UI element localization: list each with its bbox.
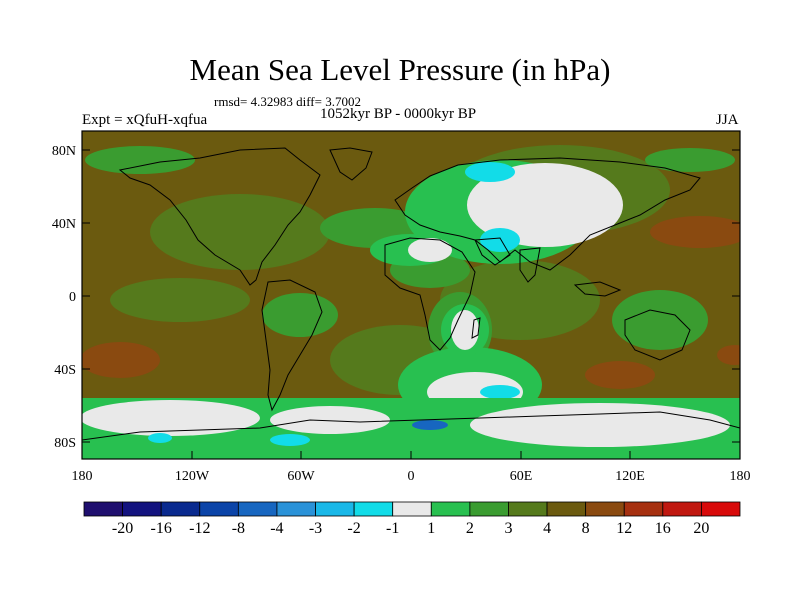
colorbar-label: 2 xyxy=(465,520,474,537)
field-green-arctic-e xyxy=(645,148,735,172)
experiment-label: Expt = xQfuH-xqfua xyxy=(82,112,208,128)
field-cyan-antarctic-1 xyxy=(270,434,310,446)
lat-tick-label: 40S xyxy=(54,363,76,378)
field-brown-sindian xyxy=(585,361,655,389)
lon-tick-label: 120W xyxy=(175,469,210,484)
field-cyan-siberia xyxy=(465,162,515,182)
lon-tick-label: 120E xyxy=(615,469,645,484)
colorbar-box xyxy=(701,501,741,517)
coast-australia xyxy=(624,309,691,361)
colorbar-label: -3 xyxy=(308,520,323,537)
field-brown-spac-w xyxy=(82,342,160,378)
coast-india xyxy=(519,247,541,283)
coast-south-america xyxy=(261,279,323,412)
lat-tick-label: 80S xyxy=(54,436,76,451)
colorbar-box xyxy=(585,501,625,517)
axis-ticks xyxy=(81,149,741,459)
colorbar-label: -1 xyxy=(386,520,400,537)
field-white-asia xyxy=(467,163,623,247)
field-olive-npac xyxy=(150,194,330,270)
stats-text: rmsd= 4.32983 diff= 3.7002 xyxy=(214,94,361,109)
period-text: 1052kyr BP - 0000kyr BP xyxy=(320,106,477,122)
colorbar-label: 12 xyxy=(616,520,633,537)
colorbar-box xyxy=(122,501,162,517)
colorbar-labels: -20 -16 -12 -8 -4 -3 -2 -1 1 2 3 4 8 12 16 20 xyxy=(0,520,800,542)
colorbar-box xyxy=(662,501,702,517)
colorbar-box xyxy=(353,501,394,517)
colorbar-label: -16 xyxy=(150,520,172,537)
colorbar-box xyxy=(623,501,664,517)
lon-tick-label: 180 xyxy=(730,469,751,484)
coast-madagascar xyxy=(471,317,481,339)
colorbar-label: -12 xyxy=(189,520,211,537)
lat-tick-label: 40N xyxy=(52,217,76,232)
colorbar-label: 1 xyxy=(427,520,436,537)
season-label: JJA xyxy=(716,112,739,128)
colorbar-box xyxy=(237,501,278,517)
colorbar-box xyxy=(199,501,239,517)
colorbar-box xyxy=(83,501,123,517)
coast-north-america xyxy=(118,147,321,286)
colorbar-box xyxy=(546,501,587,517)
field-green-aus xyxy=(612,290,708,350)
lon-tick-label: 60W xyxy=(287,469,315,484)
colorbar xyxy=(83,501,741,517)
field-green-arctic-w xyxy=(85,146,195,174)
field-cyan-antarctic-2 xyxy=(148,433,172,443)
colorbar-label: 16 xyxy=(654,520,671,537)
colorbar-label: -2 xyxy=(347,520,361,537)
field-brown-npac xyxy=(650,216,740,248)
coast-africa xyxy=(384,237,476,351)
coastlines xyxy=(82,147,740,441)
lon-tick-label: 0 xyxy=(408,469,415,484)
field-white-sahara xyxy=(408,238,452,262)
colorbar-label: 20 xyxy=(693,520,710,537)
colorbar-label: -20 xyxy=(111,520,134,537)
field-brown-spac-e xyxy=(717,345,740,365)
field-white-antarctic-w xyxy=(82,400,260,436)
field-white-madag xyxy=(451,310,479,350)
field-olive-trop xyxy=(110,278,250,322)
coast-eurasia xyxy=(394,157,701,271)
field-cyan-arabia xyxy=(480,228,520,252)
colorbar-label: 4 xyxy=(543,520,552,537)
colorbar-label: -4 xyxy=(270,520,284,537)
map-title: Mean Sea Level Pressure (in hPa) xyxy=(189,52,611,87)
field-blue-antarctic xyxy=(412,420,448,430)
field-cyan-sindian xyxy=(480,385,520,399)
pressure-field xyxy=(82,131,740,459)
colorbar-box xyxy=(276,501,316,517)
field-white-antarctic-c xyxy=(270,406,390,434)
colorbar-label: 3 xyxy=(504,520,513,537)
coast-arabia xyxy=(474,237,511,266)
colorbar-box xyxy=(469,501,509,517)
lon-tick-label: 60E xyxy=(510,469,533,484)
field-white-antarctic-e xyxy=(470,403,730,447)
coast-antarctica xyxy=(82,411,740,441)
colorbar-label: -8 xyxy=(231,520,246,537)
lon-tick-label: 180 xyxy=(72,469,93,484)
coast-indonesia xyxy=(573,281,622,297)
lat-tick-label: 0 xyxy=(69,290,76,305)
coast-greenland xyxy=(329,147,373,181)
colorbar-box xyxy=(508,501,548,517)
colorbar-box xyxy=(315,501,355,517)
lat-tick-label: 80N xyxy=(52,144,76,159)
colorbar-box xyxy=(392,501,432,517)
field-green-amazon xyxy=(262,293,338,337)
colorbar-label: 8 xyxy=(581,520,590,537)
colorbar-box xyxy=(160,501,201,517)
colorbar-box xyxy=(430,501,471,517)
